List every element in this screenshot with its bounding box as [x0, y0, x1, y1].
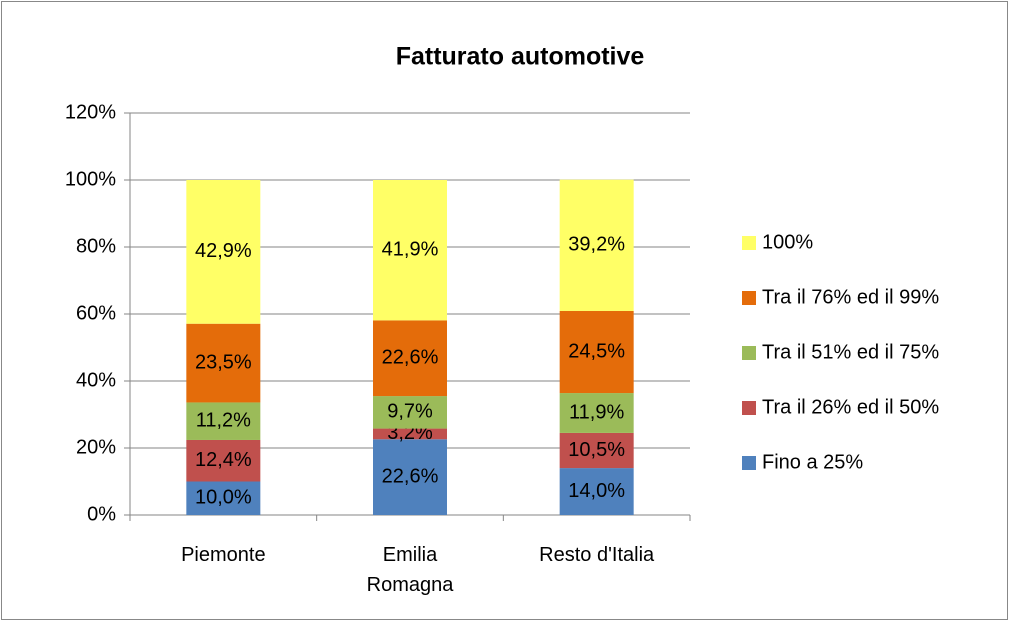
- bar-segment: [373, 320, 447, 397]
- y-tick-label: 80%: [76, 235, 116, 257]
- bar-segment: [559, 310, 634, 394]
- bar-segment: [186, 180, 261, 324]
- bar-segment: [186, 481, 261, 515]
- bar-segment: [373, 439, 447, 515]
- y-tick-label: 0%: [87, 503, 116, 525]
- x-tick-label: Resto d'Italia: [539, 544, 655, 566]
- data-label: 41,9%: [382, 238, 439, 260]
- y-tick-label: 120%: [65, 101, 116, 123]
- data-label: 23,5%: [195, 351, 252, 373]
- legend-swatch: [742, 401, 756, 415]
- x-tick-label: Emilia Romagna: [366, 544, 454, 596]
- legend-swatch: [742, 456, 756, 470]
- data-label: 14,0%: [568, 480, 625, 502]
- y-tick-label: 20%: [76, 436, 116, 458]
- bar-segment: [186, 439, 261, 482]
- data-label: 12,4%: [195, 449, 252, 471]
- legend-label: Fino a 25%: [762, 451, 863, 473]
- legend-swatch: [742, 346, 756, 360]
- bar-segment: [559, 393, 634, 433]
- y-tick-label: 40%: [76, 369, 116, 391]
- legend-label: Tra il 51% ed il 75%: [762, 341, 939, 363]
- data-label: 39,2%: [568, 234, 625, 256]
- data-label: 11,9%: [569, 401, 624, 423]
- bar-segment: [559, 179, 634, 311]
- bar-segment: [186, 323, 261, 403]
- data-label: 24,5%: [568, 340, 625, 362]
- data-label: 42,9%: [195, 240, 252, 262]
- y-tick-label: 100%: [65, 168, 116, 190]
- bar-segment: [186, 402, 261, 440]
- bar-segment: [373, 396, 447, 429]
- bar-segment: [373, 428, 447, 440]
- bar-segment: [373, 180, 447, 321]
- chart-title: Fatturato automotive: [396, 43, 645, 71]
- y-tick-label: 60%: [76, 302, 116, 324]
- legend-label: Tra il 26% ed il 50%: [762, 396, 939, 418]
- data-label: 10,0%: [195, 487, 252, 509]
- data-label: 11,2%: [196, 409, 251, 431]
- legend-label: 100%: [762, 231, 813, 253]
- data-label: 22,6%: [382, 347, 439, 369]
- x-tick-label: Piemonte: [181, 544, 266, 566]
- legend-label: Tra il 76% ed il 99%: [762, 286, 939, 308]
- data-label: 22,6%: [382, 465, 439, 487]
- data-label: 9,7%: [387, 401, 433, 423]
- legend-swatch: [742, 236, 756, 250]
- legend-swatch: [742, 291, 756, 305]
- bar-segment: [559, 468, 634, 515]
- bar-segment: [559, 432, 634, 469]
- data-label: 10,5%: [568, 439, 625, 461]
